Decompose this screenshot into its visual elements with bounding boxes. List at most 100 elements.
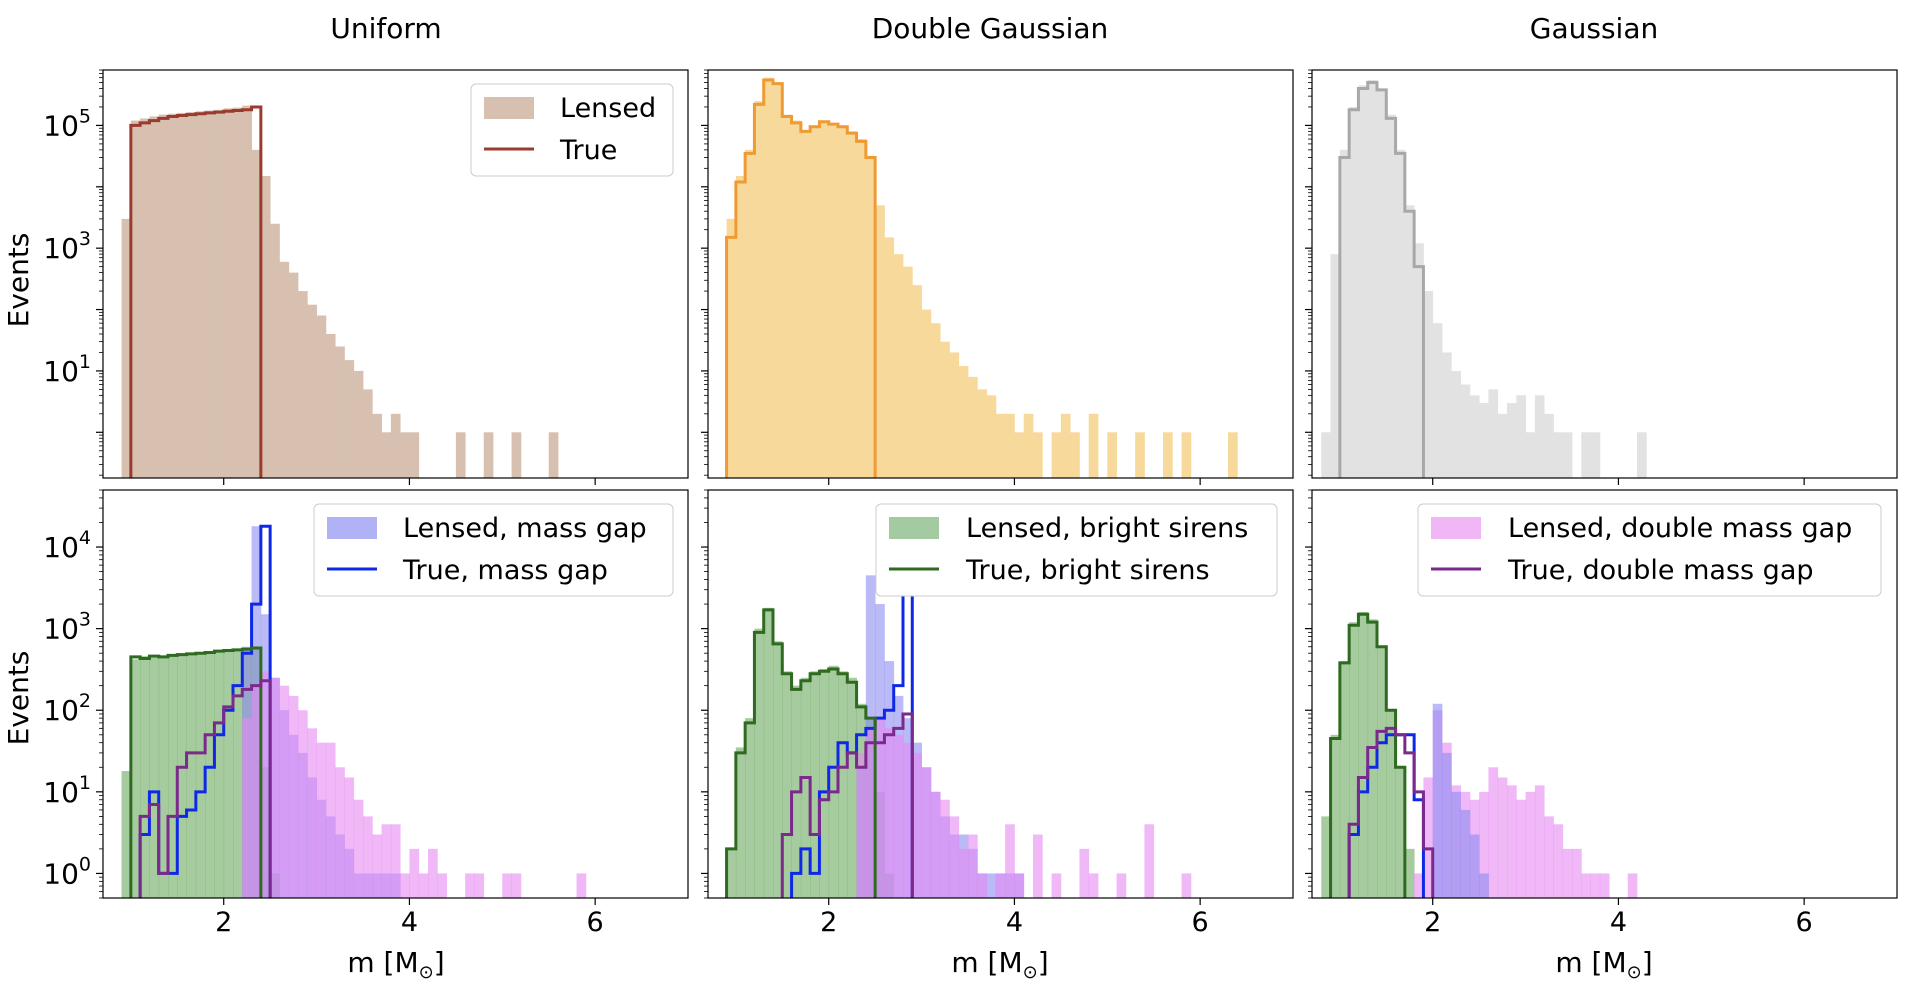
bar-mass-gap-lensed--5 [1479,873,1489,898]
bar-lensed-bright-sirens-0 [726,848,737,898]
legend-swatch-lensed-mass-gap [327,517,377,539]
bar-lensed-24 [1544,413,1554,478]
bar-lensed-double-mass-gap-4 [893,734,904,898]
bar-lensed-23 [940,341,950,478]
bar-lensed-12 [1432,323,1443,478]
legend-top-uniform: Lensed True [470,83,674,177]
bar-lensed-44 [1135,432,1145,478]
bar-mass-gap-lensed--2 [1451,791,1461,898]
bar-lensed-20 [912,285,922,478]
bar-lensed-33 [1033,432,1043,478]
bar-lensed-10 [1414,243,1424,478]
bar-lensed-double-mass-gap-0 [856,752,867,898]
bar-bright-sirens-lensed--2 [140,656,150,898]
bar-double-mass-gap-lensed--4 [279,685,290,898]
bar-lensed-39 [1088,413,1099,478]
x-tick-label-4: 4 [1610,907,1627,938]
legend-swatch-lensed [484,97,534,119]
bar-lensed-26 [1562,432,1573,478]
legend-bottom-uniform: Lensed, mass gap True, mass gap [313,503,674,597]
bar-lensed-36 [455,432,466,478]
bar-lensed-21 [316,315,327,478]
bar-lensed-8 [1395,149,1406,478]
x-axis-label-gaussian: m [M⊙] [1555,946,1652,983]
bar-lensed-16 [875,205,885,478]
bar-lensed-double-mass-gap-31 [1144,824,1155,898]
x-tick-label-2: 2 [215,907,232,938]
bar-lensed-double-mass-gap-7 [921,767,932,898]
bar-lensed-3 [149,116,160,478]
x-axis-label-double-gaussian: m [M⊙] [951,946,1048,983]
bar-lensed-23 [1534,395,1545,478]
x-tick-label-4: 4 [1006,907,1023,938]
bar-lensed-double-mass-gap-20 [1599,873,1610,898]
bar-lensed-mass-gap-14 [986,873,997,898]
bar-lensed-double-mass-gap-24 [1079,848,1090,898]
bar-lensed-double-mass-gap-9 [1497,777,1508,898]
bar-lensed-17 [884,237,895,478]
bar-lensed-bright-sirens-10 [819,669,830,898]
bar-lensed-3 [1349,106,1359,478]
panel-top-gaussian [1305,69,1898,485]
panel-bottom-uniform: 2 4 6 100 101 102 103 104 [43,489,689,938]
bar-lensed-double-mass-gap-10 [1507,785,1517,898]
x-axis-label-uniform: m [M⊙] [347,946,444,983]
bar-double-mass-gap-lensed--29 [511,873,522,898]
bar-lensed-8 [800,131,811,478]
bar-double-mass-gap-lensed--28 [502,873,512,898]
bar-lensed-34 [1637,432,1647,478]
bar-double-mass-gap-lensed--8 [316,742,327,898]
legend-swatch-lensed-bright-sirens [889,517,939,539]
bar-lensed-bright-sirens-4 [763,607,774,898]
column-title-double-gaussian: Double Gaussian [872,12,1109,45]
bar-bright-sirens-lensed--5 [1367,619,1378,898]
bar-lensed-4 [763,77,774,478]
bar-lensed-29 [390,413,401,478]
legend-bottom-double-gaussian: Lensed, bright sirens True, bright siren… [875,503,1278,597]
bar-lensed-25 [958,366,969,478]
panel-top-double-gaussian [701,69,1294,485]
bar-lensed-42 [511,432,522,478]
bar-lensed-15 [1460,384,1471,478]
bar-bright-sirens-lensed--10 [214,651,225,898]
bar-lensed-double-mass-gap-8 [1488,767,1499,898]
bar-lensed-21 [921,309,932,478]
bar-lensed-5 [1367,79,1378,478]
step-true-bright-sirens [129,646,263,898]
bar-double-mass-gap-lensed--36 [576,873,587,898]
bar-double-mass-gap-lensed--10 [335,767,345,898]
bar-lensed-32 [1023,413,1034,478]
x-tick-label-6: 6 [1192,907,1209,938]
legend-label-lensed: Lensed [560,93,656,124]
bar-lensed-0 [1321,432,1331,478]
bar-lensed-bright-sirens-12 [838,671,848,898]
bar-lensed-11 [1423,291,1434,478]
bar-double-mass-gap-lensed--9 [325,742,336,898]
bar-lensed-double-mass-gap-16 [1562,848,1573,898]
bar-lensed-bright-sirens-2 [745,718,755,898]
bar-mass-gap-lensed--3 [1460,809,1471,898]
bar-lensed-4 [1358,85,1369,478]
bar-lensed-16 [270,223,280,478]
bar-lensed-9 [1404,205,1415,478]
bar-bright-sirens-lensed--2 [1339,661,1350,898]
bar-lensed-2 [745,149,755,478]
step-double-mass-gap-true- [138,679,272,898]
bar-lensed-27 [372,413,382,478]
bar-mass-gap-lensed--0 [1432,703,1443,898]
y-tick-label-1: 101 [43,351,91,388]
bar-lensed-double-mass-gap-7 [1479,791,1489,898]
bar-lensed-6 [782,114,792,478]
bar-lensed-5 [168,113,178,478]
bar-lensed-double-mass-gap-16 [1005,824,1015,898]
bar-lensed-11 [223,108,234,478]
bar-bright-sirens-lensed--0 [1321,816,1331,898]
bar-lensed-double-mass-gap-11 [1516,799,1526,898]
legend-label-lensed-mass-gap: Lensed, mass gap [403,513,647,544]
bar-lensed-double-mass-gap-28 [1116,873,1127,898]
x-tick-label-6: 6 [587,907,604,938]
panel-bottom-gaussian: 2 4 6 [1305,489,1898,938]
bar-bright-sirens-lensed--6 [177,653,187,898]
bar-lensed-1 [1330,254,1341,478]
bar-lensed-15 [865,157,876,478]
